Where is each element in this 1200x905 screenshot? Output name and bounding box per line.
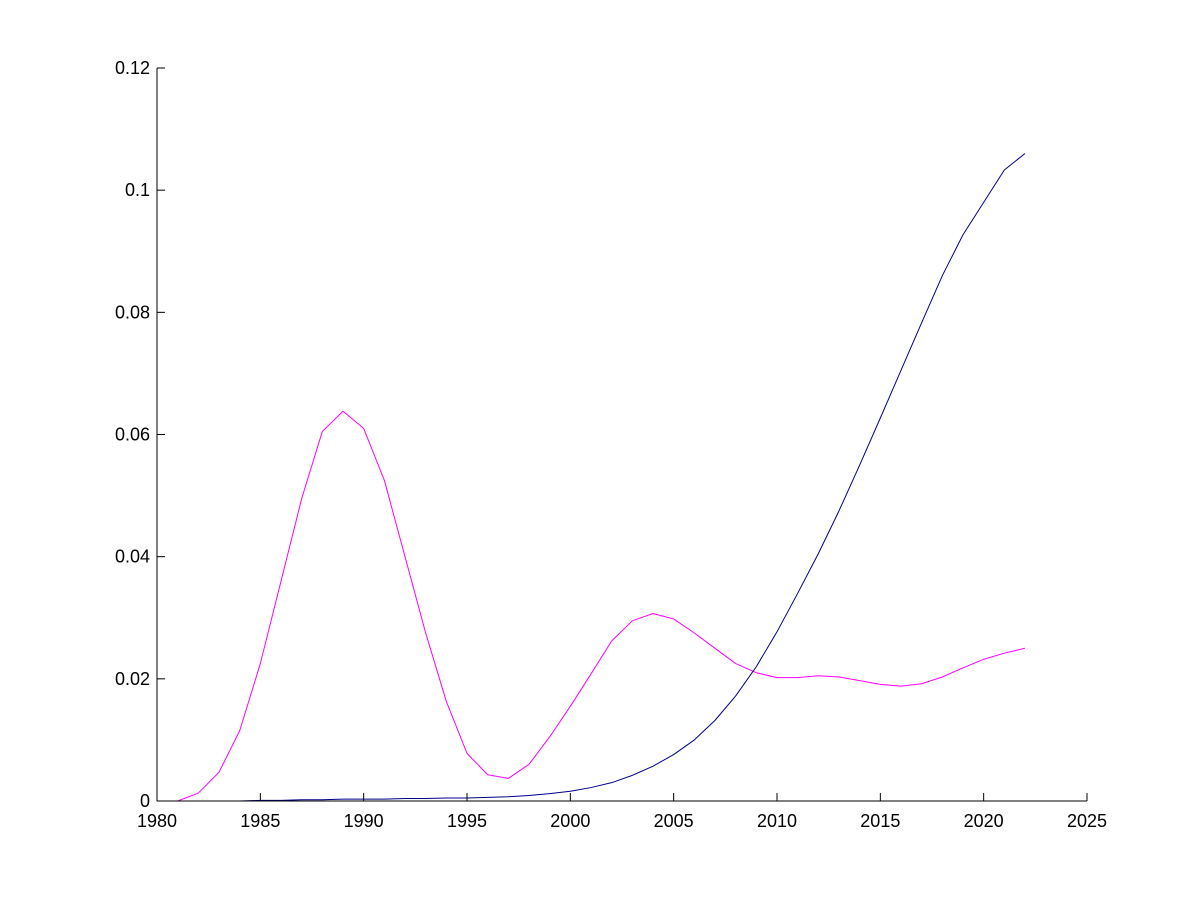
axes-layer: 1980 1985 1990 1995 2000 2005 2010 2015 2020 2025… (115, 58, 1107, 831)
x-tick-label: 2020 (964, 811, 1004, 831)
y-tick-label: 0.02 (115, 669, 150, 689)
series-line-2 (157, 153, 1026, 802)
y-tick-label: 0.08 (115, 302, 150, 322)
x-tick-label: 2010 (757, 811, 797, 831)
x-tick-label: 2005 (654, 811, 694, 831)
x-tick-label: 1985 (240, 811, 280, 831)
y-tick-label: 0.06 (115, 425, 150, 445)
series-line-1 (157, 410, 1026, 802)
series-layer (157, 153, 1026, 802)
y-tick-label: 0 (140, 791, 150, 811)
y-tick-label: 0.1 (125, 180, 150, 200)
x-tick-label: 2000 (550, 811, 590, 831)
x-tick-label: 2015 (860, 811, 900, 831)
y-tick-label: 0.12 (115, 58, 150, 78)
x-tick-label: 1980 (137, 811, 177, 831)
y-tick-label: 0.04 (115, 547, 150, 567)
x-tick-label: 2025 (1067, 811, 1107, 831)
x-tick-label: 1995 (447, 811, 487, 831)
x-tick-label: 1990 (344, 811, 384, 831)
